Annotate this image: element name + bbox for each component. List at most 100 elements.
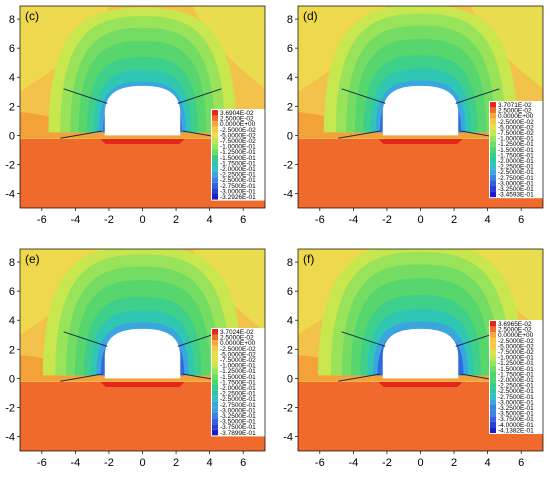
legend-value: -2.0000E-01 [220, 385, 256, 392]
legend-swatch [212, 115, 218, 122]
legend-value: -5.0000E-02 [498, 343, 534, 350]
legend-value: -7.5000E-02 [220, 138, 256, 145]
legend-value: -1.7500E-01 [498, 371, 534, 378]
color-legend: 3.7071E-022.5000E-020.0000E+00 -2.5000E-0… [489, 101, 547, 199]
x-tick-label: 2 [173, 457, 179, 469]
legend-swatch [212, 110, 218, 116]
panel-label: (d) [303, 9, 318, 23]
y-tick-label: 4 [287, 315, 293, 327]
legend-swatch [490, 382, 496, 389]
legend-swatch [212, 413, 218, 419]
y-tick-label: 8 [287, 14, 293, 26]
legend-swatch [212, 171, 218, 178]
legend-value: 0.0000E+00 [220, 121, 256, 128]
legend-swatch [490, 332, 496, 338]
legend-swatch [490, 113, 496, 119]
legend-value: -1.2500E-01 [220, 149, 256, 156]
legend-value: -4.0000E-01 [498, 422, 534, 429]
legend-value: 3.7024E-02 [220, 329, 254, 336]
y-tick-label: -2 [5, 159, 15, 171]
anchor-bolt [63, 88, 108, 104]
x-tick-label: -2 [382, 457, 392, 469]
legend-value: -3.2926E-01 [220, 194, 256, 201]
legend-swatch [490, 174, 496, 181]
legend-swatch [212, 194, 218, 200]
legend-swatch [490, 393, 496, 400]
x-tick-label: -6 [37, 214, 47, 226]
anchor-bolt [177, 88, 222, 104]
y-tick-label: -4 [5, 431, 15, 443]
y-tick-label: 0 [287, 373, 293, 385]
x-tick-label: -6 [37, 457, 47, 469]
legend-value: -3.5000E-01 [498, 411, 534, 418]
legend-swatch [212, 385, 218, 391]
legend-value: -2.2500E-01 [498, 164, 534, 171]
legend-value: 2.5000E-02 [220, 116, 254, 123]
legend-value: 3.7071E-02 [498, 102, 532, 109]
legend-value: -7.5000E-02 [498, 349, 534, 356]
contour-plot: (e)3.7024E-022.5000E-020.0000E+00-2.5000… [5, 248, 269, 469]
contour-plot: (c)3.6904E-022.5000E-020.0000E+00-2.5000… [5, 5, 269, 226]
legend-swatch [212, 138, 218, 144]
legend-swatch [212, 390, 218, 397]
legend-value: -3.2500E-01 [498, 186, 534, 193]
legend-swatch [212, 407, 218, 413]
legend-swatch [490, 416, 496, 422]
floor-red [100, 381, 185, 388]
legend-value: -1.7500E-01 [220, 379, 256, 386]
y-tick-label: 6 [287, 43, 293, 55]
legend-swatch [490, 421, 496, 428]
legend-value: -2.5000E-01 [498, 169, 534, 176]
anchor-bolt [338, 373, 381, 382]
legend-value: -4.1382E-01 [498, 427, 534, 434]
y-tick-label: 0 [287, 130, 293, 142]
legend-swatch [490, 410, 496, 417]
legend-value: -1.7500E-01 [220, 160, 256, 167]
anchor-bolt [63, 331, 108, 347]
legend-swatch [212, 132, 218, 138]
legend-value: -5.0000E-02 [498, 124, 534, 131]
panel-label: (e) [25, 252, 40, 266]
legend-swatch [490, 169, 496, 175]
legend-value: -1.7500E-01 [498, 152, 534, 159]
x-tick-label: -4 [348, 214, 358, 226]
y-tick-label: 6 [9, 43, 15, 55]
y-tick-label: 2 [287, 344, 293, 356]
legend-swatch [212, 362, 218, 369]
legend-value: 2.5000E-02 [498, 108, 532, 115]
anchor-bolt [338, 130, 381, 139]
legend-value: -5.0000E-02 [220, 351, 256, 358]
x-tick-label: -4 [348, 457, 358, 469]
legend-swatch [212, 121, 218, 127]
legend-value: -7.5000E-02 [498, 130, 534, 137]
legend-swatch [490, 354, 496, 361]
anchor-bolt [341, 88, 386, 104]
y-tick-label: 0 [9, 130, 15, 142]
legend-value: 0.0000E+00 [498, 113, 534, 120]
legend-value: -3.7899E-01 [220, 430, 256, 437]
legend-swatch [490, 102, 496, 108]
legend-swatch [490, 107, 496, 114]
legend-value: 0.0000E+00 [498, 332, 534, 339]
y-tick-label: 0 [9, 373, 15, 385]
legend-swatch [490, 124, 496, 130]
y-tick-label: 2 [287, 101, 293, 113]
contour-field [298, 249, 543, 451]
y-tick-label: -2 [5, 402, 15, 414]
x-tick-label: -6 [315, 214, 325, 226]
anchor-bolt [60, 130, 103, 139]
legend-value: -3.2500E-01 [220, 413, 256, 420]
legend-swatch [490, 365, 496, 372]
legend-value: -1.5000E-01 [498, 366, 534, 373]
y-tick-label: -4 [5, 188, 15, 200]
anchor-bolt [60, 373, 103, 382]
legend-value: -2.0000E-01 [498, 377, 534, 384]
legend-value: -2.5000E-02 [220, 346, 256, 353]
legend-value: -1.2500E-01 [498, 360, 534, 367]
legend-swatch [490, 326, 496, 333]
legend-swatch [490, 130, 496, 136]
legend-value: -3.0000E-01 [498, 180, 534, 187]
legend-swatch [490, 163, 496, 170]
legend-value: -1.0000E-01 [498, 136, 534, 143]
legend-swatch [490, 191, 496, 198]
